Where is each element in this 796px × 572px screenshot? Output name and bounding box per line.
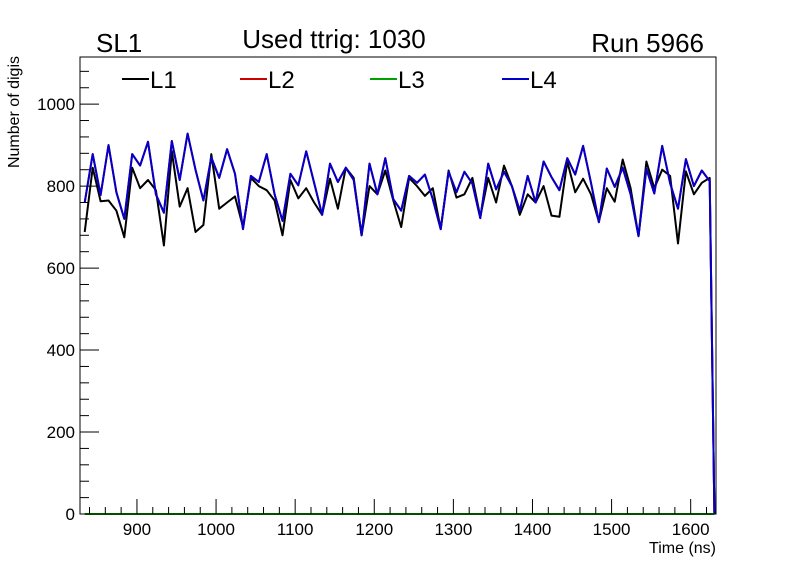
series-layer xyxy=(83,132,716,515)
superlayer-label: SL1 xyxy=(96,28,142,58)
y-tick-label: 1000 xyxy=(37,95,75,114)
y-tick-label: 200 xyxy=(47,423,75,442)
plot-frame xyxy=(79,56,717,515)
x-tick-label: 1000 xyxy=(197,520,235,539)
legend-label-l2: L2 xyxy=(268,67,295,94)
run-label: Run 5966 xyxy=(591,28,704,58)
x-axis-title: Time (ns) xyxy=(649,540,716,557)
y-tick-label: 600 xyxy=(47,259,75,278)
legend-label-l4: L4 xyxy=(530,67,557,94)
y-tick-label: 800 xyxy=(47,177,75,196)
chart-title: Used ttrig: 1030 xyxy=(242,24,426,54)
x-tick-label: 1500 xyxy=(593,520,631,539)
y-tick-label: 0 xyxy=(66,505,75,524)
x-tick-label: 1400 xyxy=(514,520,552,539)
y-tick-label: 400 xyxy=(47,341,75,360)
legend-label-l3: L3 xyxy=(398,67,425,94)
y-axis-title: Number of digis xyxy=(6,56,23,168)
legend-label-l1: L1 xyxy=(150,67,177,94)
y-axis: 0 200 400 600 800 1000 xyxy=(37,70,99,524)
legend: L1 L2 L3 L4 xyxy=(122,67,557,94)
x-tick-label: 1600 xyxy=(672,520,710,539)
series-line-l4 xyxy=(83,132,716,515)
series-line-l2 xyxy=(83,132,716,515)
x-tick-label: 1300 xyxy=(434,520,472,539)
x-axis: 900 1000 1100 1200 1300 1400 1500 1600 xyxy=(88,499,710,539)
x-tick-label: 900 xyxy=(123,520,151,539)
series-line-l1 xyxy=(83,150,716,515)
x-tick-label: 1200 xyxy=(355,520,393,539)
x-tick-label: 1100 xyxy=(277,520,314,539)
